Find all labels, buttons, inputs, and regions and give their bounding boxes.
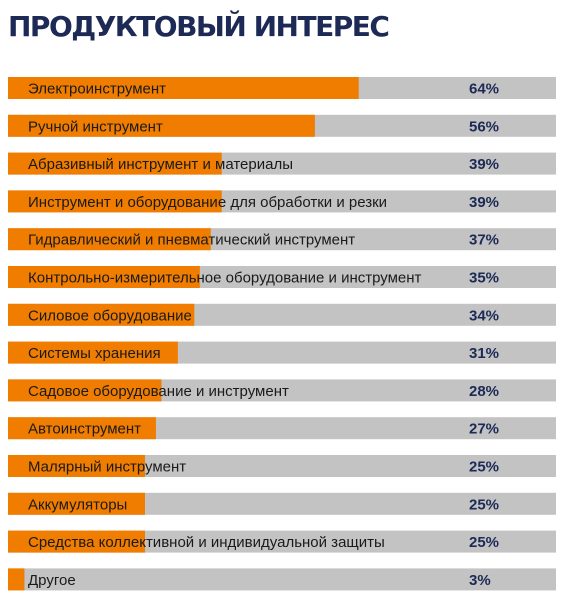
bar [8, 303, 195, 326]
bar [8, 114, 315, 137]
bar [8, 190, 222, 213]
bar-value-label: 37% [469, 232, 499, 249]
bar [8, 417, 156, 440]
bar [8, 530, 145, 553]
bar [8, 341, 178, 364]
bar-label: Средства коллективной и индивидуальной з… [28, 534, 385, 551]
bar-label: Абразивный инструмент и материалы [28, 156, 293, 173]
bar [8, 568, 25, 591]
bar-value-label: 39% [469, 156, 499, 173]
bar-label: Силовое оборудование [28, 307, 192, 324]
bar-label: Системы хранения [28, 345, 161, 362]
bar [8, 152, 222, 175]
bar [8, 266, 200, 288]
bar-value-label: 25% [469, 534, 499, 551]
bar-value-label: 3% [469, 572, 491, 589]
bar-label: Автоинструмент [28, 421, 141, 438]
bar [8, 455, 145, 477]
bar-label: Ручной инструмент [28, 118, 163, 135]
bar-value-label: 31% [469, 345, 499, 362]
bar-value-label: 25% [469, 459, 499, 476]
bar-value-label: 27% [469, 421, 499, 438]
bar-value-label: 25% [469, 496, 499, 513]
bar [8, 77, 359, 99]
chart-title: ПРОДУКТОВЫЙ ИНТЕРЕС [8, 10, 390, 43]
bar [8, 492, 145, 515]
bar-label: Аккумуляторы [28, 496, 127, 513]
bar-value-label: 35% [469, 270, 499, 287]
bar-value-label: 28% [469, 383, 499, 400]
bar-label: Электроинструмент [28, 81, 166, 98]
bar-label: Малярный инструмент [28, 459, 186, 476]
bar-track [8, 568, 556, 591]
bar [8, 228, 211, 251]
bar-label: Инструмент и оборудование для обработки … [28, 194, 387, 211]
bar-label: Контрольно-измерительное оборудование и … [28, 270, 422, 287]
bar-label: Другое [28, 572, 76, 589]
bar-value-label: 64% [469, 81, 499, 98]
bar-label: Гидравлический и пневматический инструме… [28, 232, 355, 249]
bar [8, 379, 162, 402]
bar-value-label: 39% [469, 194, 499, 211]
bar-label: Садовое оборудование и инструмент [28, 383, 289, 400]
bar-value-label: 56% [469, 118, 499, 135]
bar-value-label: 34% [469, 307, 499, 324]
